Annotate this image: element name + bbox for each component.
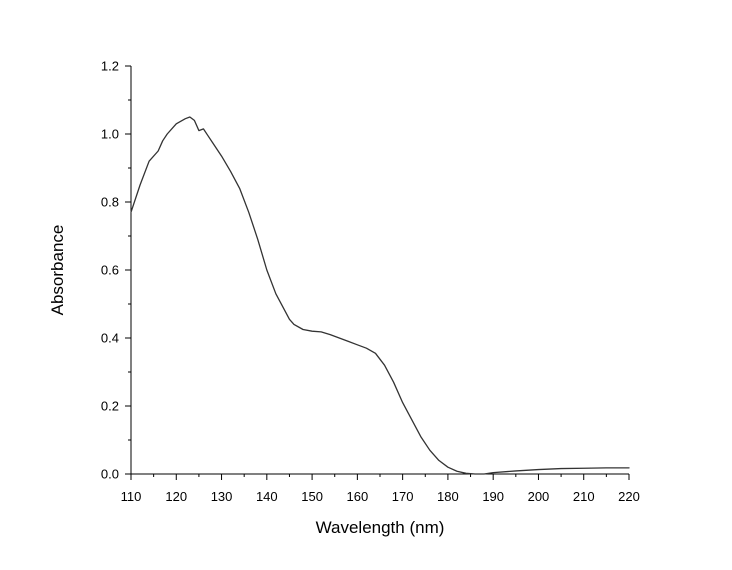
x-tick-label: 120	[165, 489, 187, 504]
y-tick-label: 1.0	[101, 127, 119, 142]
x-tick-label: 190	[482, 489, 504, 504]
y-axis-title: Absorbance	[48, 225, 67, 316]
y-axis-ticks: 0.0 0.2 0.4 0.6 0.8 1.0 1.2	[101, 59, 131, 482]
y-tick-label: 0.0	[101, 467, 119, 482]
absorbance-series-line	[130, 116, 630, 475]
y-tick-label: 0.6	[101, 263, 119, 278]
y-tick-label: 0.8	[101, 195, 119, 210]
x-tick-label: 180	[437, 489, 459, 504]
x-tick-label: 110	[121, 489, 142, 504]
x-axis-title: Wavelength (nm)	[316, 518, 445, 537]
y-tick-label: 1.2	[101, 59, 119, 74]
x-tick-label: 140	[256, 489, 278, 504]
x-tick-label: 150	[301, 489, 323, 504]
x-tick-label: 160	[347, 489, 369, 504]
x-tick-label: 220	[618, 489, 640, 504]
x-tick-label: 210	[573, 489, 595, 504]
y-tick-label: 0.4	[101, 331, 119, 346]
series-group	[130, 116, 630, 475]
x-tick-label: 200	[528, 489, 550, 504]
x-tick-label: 130	[211, 489, 233, 504]
x-axis-ticks: 110 120 130 140 150 160 170 180 190 200 210 220	[121, 474, 640, 504]
y-tick-label: 0.2	[101, 399, 119, 414]
axes	[130, 66, 629, 475]
x-tick-label: 170	[392, 489, 414, 504]
